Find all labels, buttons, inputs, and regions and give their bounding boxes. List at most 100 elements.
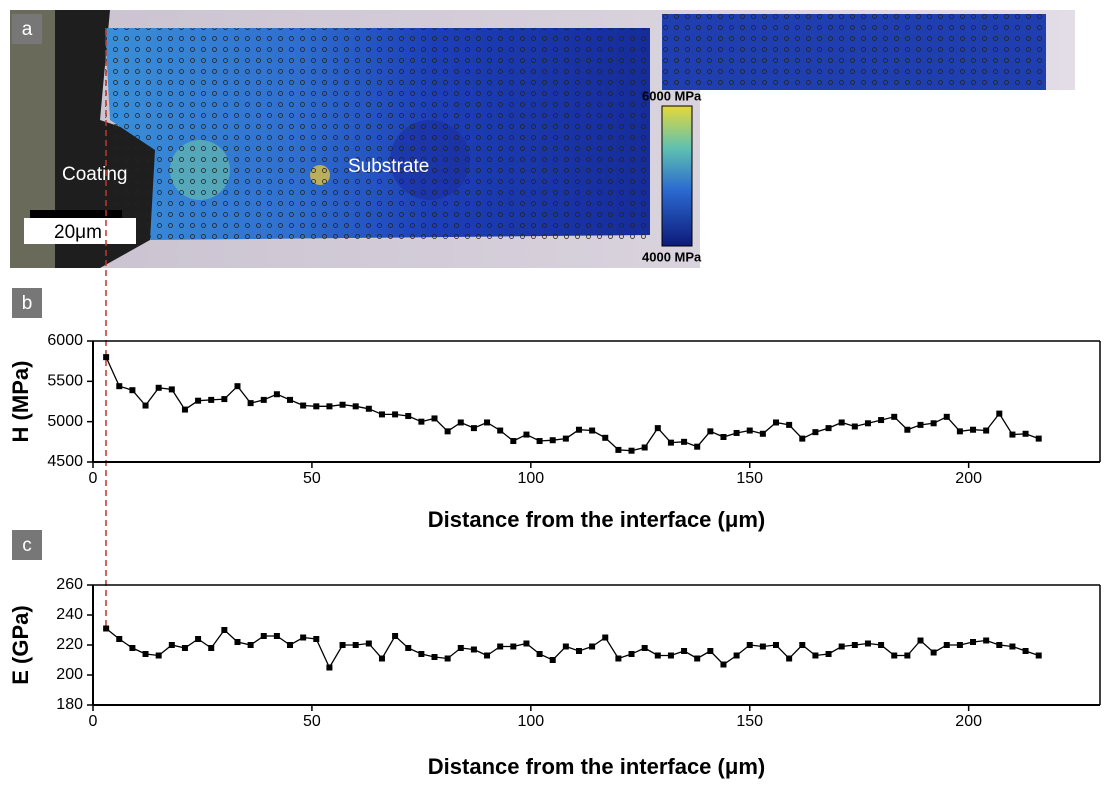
data-point: [628, 651, 635, 657]
colorbar-min: 4000 MPa: [642, 249, 702, 264]
data-point: [615, 655, 622, 662]
data-point: [641, 444, 648, 451]
data-point: [365, 405, 372, 412]
data-point: [287, 396, 294, 403]
data-point: [129, 387, 136, 394]
data-point: [602, 434, 609, 441]
data-point: [103, 625, 110, 632]
data-point: [181, 645, 188, 651]
data-point: [864, 640, 871, 647]
data-point: [943, 642, 950, 648]
data-point: [1035, 652, 1042, 659]
data-point: [956, 642, 963, 648]
data-point: [799, 642, 806, 648]
y-axis-title: H (MPa): [8, 361, 33, 443]
data-point: [260, 396, 267, 403]
data-point: [996, 410, 1003, 417]
y-tick-label: 5000: [47, 413, 83, 430]
data-point: [786, 421, 793, 428]
data-line: [105, 356, 1039, 452]
data-point: [904, 652, 911, 659]
x-tick-label: 100: [517, 470, 544, 487]
data-point: [470, 646, 477, 653]
scale-bar-label: 20μm: [54, 222, 102, 243]
data-point: [733, 429, 740, 436]
data-point: [1022, 430, 1029, 437]
panel-label-box: [12, 288, 42, 318]
data-line: [105, 627, 1039, 669]
data-point: [142, 402, 149, 409]
data-point: [273, 391, 280, 398]
data-point: [497, 427, 504, 434]
data-point: [786, 655, 793, 662]
data-point: [562, 643, 569, 650]
data-point: [221, 396, 228, 403]
panel-label: b: [22, 293, 33, 314]
data-point: [431, 415, 438, 422]
data-point: [273, 633, 280, 639]
panel-label: a: [22, 19, 33, 40]
y-tick-label: 220: [56, 636, 83, 653]
panel-label: c: [22, 535, 32, 556]
data-point: [457, 419, 464, 426]
y-tick-label: 200: [56, 666, 83, 683]
data-point: [444, 655, 451, 662]
data-point: [195, 397, 202, 404]
data-point: [970, 639, 977, 645]
data-point: [431, 654, 438, 660]
x-tick-label: 50: [303, 470, 321, 487]
data-point: [155, 652, 162, 659]
data-point: [326, 403, 333, 410]
data-point: [943, 413, 950, 420]
data-point: [773, 642, 780, 648]
x-axis-title: Distance from the interface (μm): [428, 754, 765, 779]
data-point: [549, 657, 556, 663]
colorbar: [661, 105, 693, 247]
data-point: [405, 413, 412, 420]
data-point: [405, 645, 412, 651]
x-tick-label: 200: [955, 713, 982, 730]
data-point: [418, 418, 425, 425]
data-point: [838, 643, 845, 650]
data-point: [129, 645, 136, 651]
data-point: [878, 642, 885, 648]
x-axis-title: Distance from the interface (μm): [428, 507, 765, 532]
data-point: [234, 639, 241, 645]
data-point: [339, 401, 346, 408]
x-tick-label: 150: [736, 470, 763, 487]
data-point: [116, 383, 123, 390]
data-point: [1009, 643, 1016, 650]
data-point: [864, 420, 871, 427]
data-point: [930, 649, 937, 656]
panel-label-box: [12, 14, 42, 44]
y-tick-label: 260: [56, 576, 83, 593]
data-point: [904, 426, 911, 433]
data-point: [589, 427, 596, 434]
data-point: [759, 430, 766, 437]
indent-grid: [105, 28, 650, 240]
data-point: [746, 642, 753, 648]
data-point: [812, 429, 819, 436]
data-point: [510, 643, 517, 650]
data-point: [247, 642, 254, 648]
data-point: [812, 652, 819, 659]
data-point: [602, 634, 609, 641]
data-point: [392, 633, 399, 639]
data-point: [392, 411, 399, 418]
data-point: [221, 627, 228, 633]
data-point: [326, 664, 333, 671]
data-point: [799, 435, 806, 442]
data-point: [956, 428, 963, 435]
panel-label-box: [12, 530, 42, 560]
data-point: [891, 652, 898, 659]
x-tick-label: 50: [303, 713, 321, 730]
data-point: [930, 420, 937, 427]
data-point: [497, 643, 504, 650]
data-point: [457, 645, 464, 651]
data-point: [694, 655, 701, 662]
data-point: [654, 652, 661, 659]
data-point: [654, 425, 661, 432]
data-point: [720, 661, 727, 668]
y-tick-label: 4500: [47, 453, 83, 470]
data-point: [300, 634, 307, 641]
